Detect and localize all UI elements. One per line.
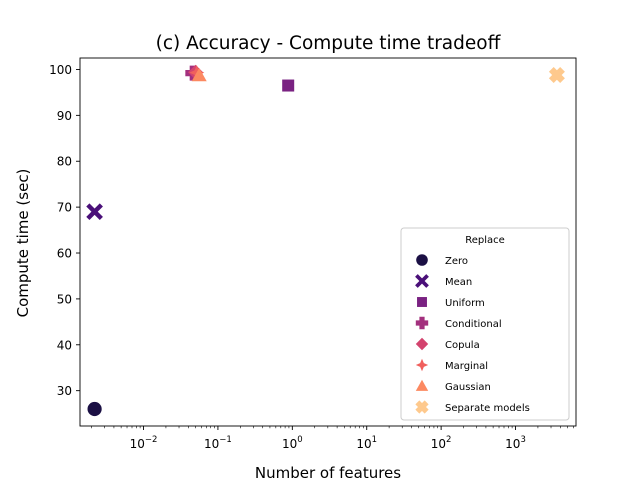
legend-label: Zero (445, 256, 468, 267)
data-point-zero (86, 401, 103, 417)
legend-label: Copula (445, 340, 480, 351)
legend-marker-mean (415, 274, 429, 288)
legend-marker-conditional (415, 316, 429, 330)
legend-title: Replace (465, 235, 505, 246)
x-tick-label: 100 (282, 435, 303, 451)
y-tick-label: 70 (57, 201, 72, 215)
x-tick-label: 101 (356, 435, 377, 451)
legend-box (400, 227, 570, 421)
y-tick-label: 40 (57, 338, 72, 352)
legend-marker-gaussian (415, 379, 429, 391)
legend-label: Mean (445, 277, 472, 288)
data-point-separate-models (548, 66, 565, 83)
y-tick-label: 60 (57, 247, 72, 261)
y-tick-label: 30 (57, 384, 72, 398)
legend-marker-marginal (415, 358, 429, 372)
y-tick-label: 90 (57, 109, 72, 123)
legend-label: Marginal (445, 361, 488, 372)
chart-title: (c) Accuracy - Compute time tradeoff (156, 33, 502, 54)
legend-label: Gaussian (445, 382, 491, 393)
x-tick-label: 102 (431, 435, 452, 451)
data-point-uniform (282, 79, 295, 92)
x-tick-label: 10−1 (204, 435, 232, 451)
data-point-mean (86, 203, 103, 221)
legend-label: Uniform (445, 298, 485, 309)
y-tick-label: 50 (57, 292, 72, 306)
legend-marker-zero (415, 253, 429, 267)
x-tick-label: 10−2 (130, 435, 158, 451)
axis-ticks: 30 40 50 60 70 80 90 100 10−2 10−1 100 101 102 103 (49, 63, 574, 451)
legend-marker-uniform (417, 297, 427, 307)
legend-marker-copula (415, 337, 429, 351)
data-point-gaussian (191, 67, 207, 82)
x-axis-label: Number of features (255, 464, 401, 480)
legend: Replace Zero Mean Uniform Conditional Copula… (400, 227, 570, 421)
legend-label: Separate models (445, 403, 530, 414)
y-tick-label: 80 (57, 155, 72, 169)
legend-label: Conditional (445, 319, 502, 330)
y-tick-label: 100 (49, 63, 72, 77)
legend-marker-separate-models (415, 400, 429, 414)
y-axis-label: Compute time (sec) (14, 169, 32, 318)
x-tick-label: 103 (505, 435, 526, 451)
